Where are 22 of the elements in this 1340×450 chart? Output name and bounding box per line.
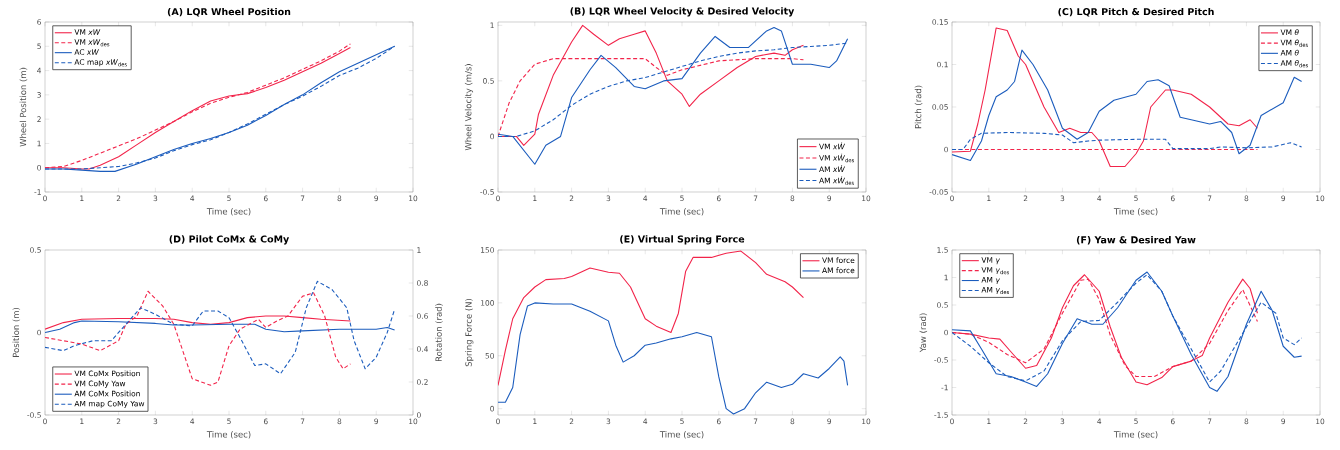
chart-title: (F) Yaw & Desired Yaw: [1076, 236, 1196, 245]
chart-title: (B) LQR Wheel Velocity & Desired Velocity: [570, 7, 795, 17]
chart-title: (C) LQR Pitch & Desired Pitch: [1058, 7, 1214, 17]
chart-title: (D) Pilot CoMx & CoMy: [169, 235, 290, 245]
x-axis-title: Time (sec): [1113, 208, 1158, 216]
y-axis-title: Spring Force (N): [465, 298, 474, 367]
line-series: [498, 302, 849, 415]
y-axis-title: Wheel Velocity (m/s): [464, 64, 474, 151]
x-axis-title: Time (sec): [206, 431, 251, 439]
chart-title: (E) Virtual Spring Force: [620, 235, 745, 245]
y-axis-title: Yaw (rad): [919, 313, 928, 353]
y-axis-title: Pitch (rad): [914, 85, 923, 129]
x-axis-title: Time (sec): [1113, 431, 1158, 439]
x-axis-title: Time (sec): [659, 431, 704, 439]
line-series: [498, 250, 804, 386]
y-axis-title: Position (m): [12, 307, 21, 357]
x-axis-title: Time (sec): [206, 208, 251, 216]
x-axis-title: Time (sec): [659, 208, 704, 216]
y2-axis-title: Rotation (rad): [435, 303, 443, 362]
y-axis-title: Wheel Position (m): [19, 67, 28, 147]
line-series: [45, 290, 351, 386]
chart-title: (A) LQR Wheel Position: [167, 7, 291, 17]
